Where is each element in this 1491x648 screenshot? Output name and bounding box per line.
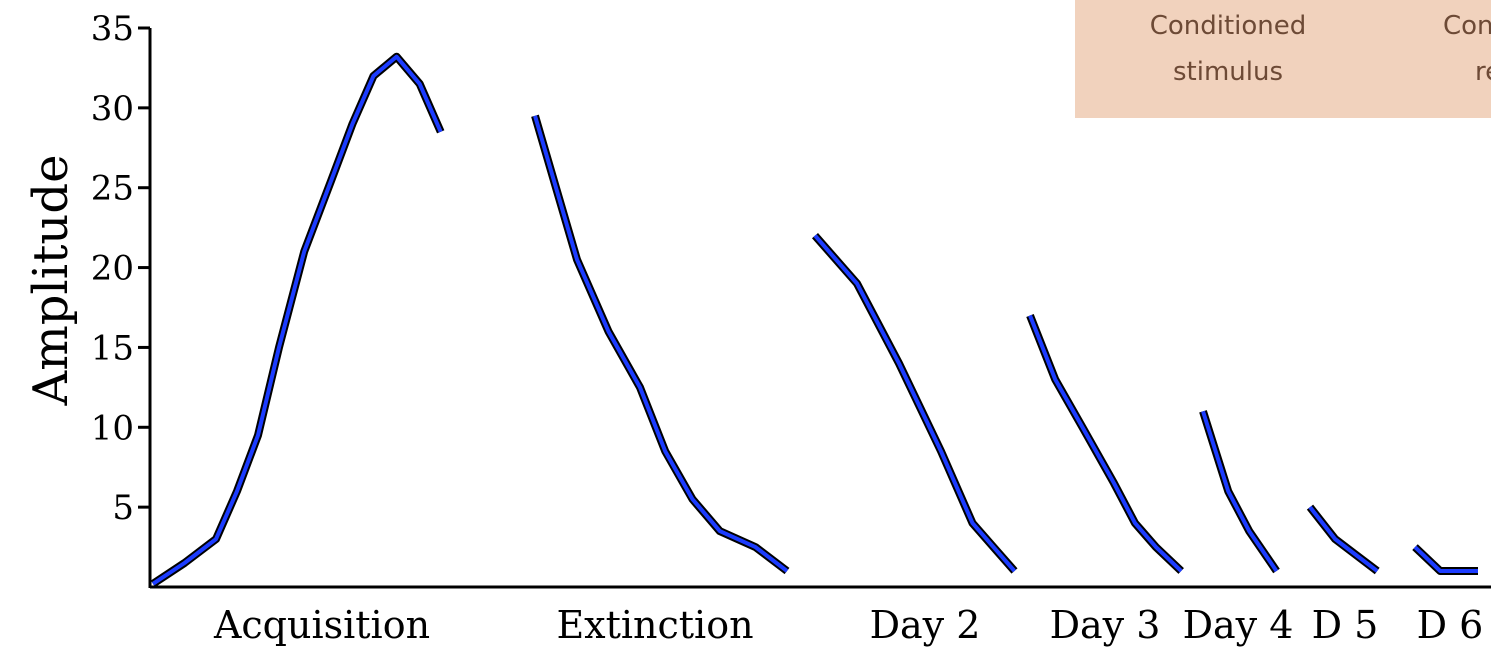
series-outline-2	[531, 114, 790, 575]
y-tick-label-20: 20	[91, 249, 134, 289]
x-axis: Acquisition Extinction Day 2 Day 3 Day 4 D 5 D…	[150, 585, 1491, 647]
series-outline-5	[1199, 410, 1280, 574]
legend-item-2-line1: Con	[1443, 11, 1491, 41]
x-category-label-3: Day 2	[870, 603, 981, 647]
x-category-label-7: D 6	[1417, 603, 1484, 647]
series-line-5	[1201, 410, 1279, 573]
series-line-1	[151, 54, 443, 586]
series-lines	[150, 52, 1478, 588]
series-outline-4	[1026, 314, 1184, 574]
series-outline-7	[1412, 544, 1478, 575]
y-axis-label: Amplitude	[23, 155, 79, 407]
y-tick-label-10: 10	[91, 408, 134, 448]
series-line-7	[1413, 545, 1478, 573]
series-line-3	[813, 234, 1017, 573]
y-tick-label-5: 5	[112, 488, 134, 528]
x-category-label-1: Acquisition	[213, 603, 430, 647]
legend-box	[1075, 0, 1491, 118]
y-axis: 5 10 15 20 25 30 35	[91, 9, 152, 588]
legend-item-1-line1: Conditioned	[1150, 11, 1307, 41]
x-category-label-6: D 5	[1312, 603, 1379, 647]
series-outline-3	[811, 232, 1018, 574]
y-tick-label-35: 35	[91, 9, 134, 49]
x-category-label-2: Extinction	[556, 603, 753, 647]
y-tick-label-30: 30	[91, 89, 134, 129]
x-category-label-4: Day 3	[1050, 603, 1161, 647]
x-category-label-5: Day 4	[1183, 603, 1294, 647]
y-tick-label-25: 25	[91, 169, 134, 209]
series-line-4	[1028, 314, 1183, 573]
legend-item-2-line2: re	[1475, 57, 1491, 87]
series-line-6	[1308, 505, 1379, 573]
y-tick-label-15: 15	[91, 328, 134, 368]
legend-item-1-line2: stimulus	[1173, 57, 1283, 87]
series-outline-1	[150, 52, 445, 588]
series-line-2	[533, 115, 789, 573]
